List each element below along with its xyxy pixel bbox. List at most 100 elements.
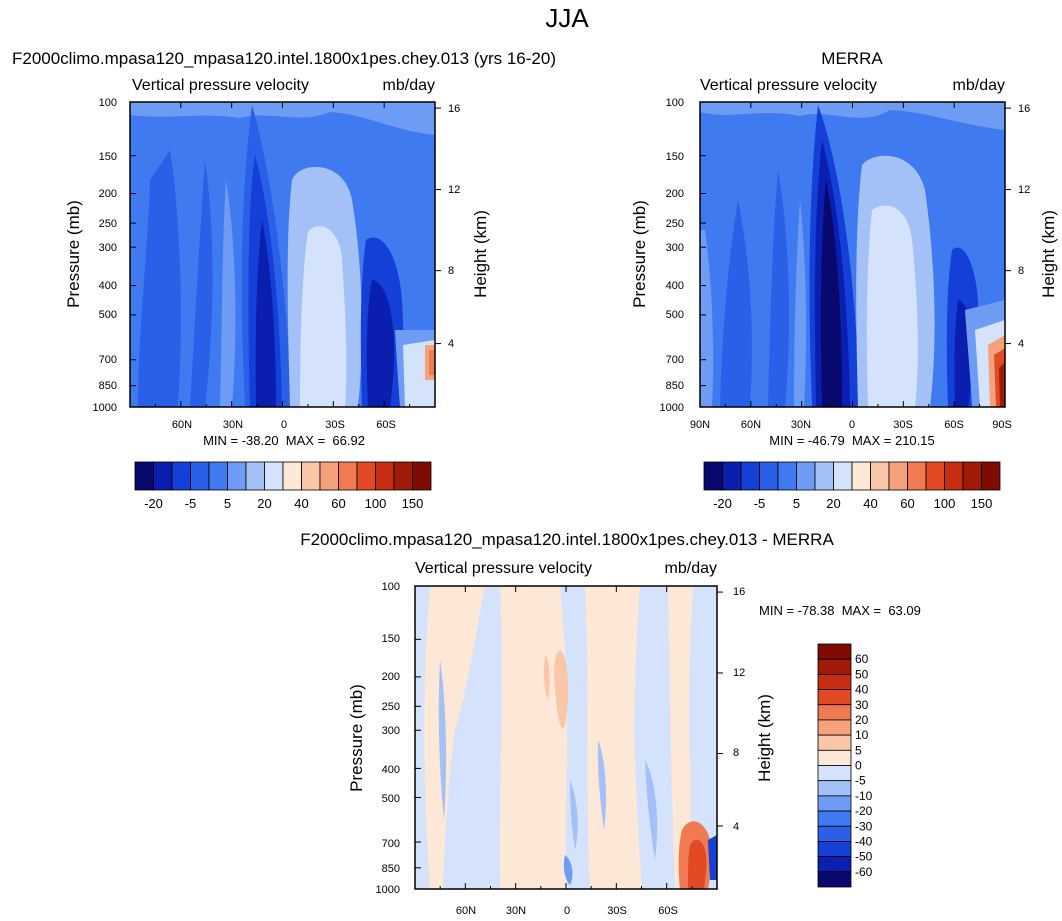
panel-obs-right-subtitle: mb/day [953,77,1005,94]
ptick-3-4: 300 [382,725,400,737]
colorbar-obs-swatch-0 [703,461,723,491]
ptick-2-5: 400 [666,280,684,292]
panel-model-left-subtitle: Vertical pressure velocity [132,77,309,94]
panel-diff-left-subtitle: Vertical pressure velocity [415,560,592,577]
panel-obs-ylabel-right: Height (km) [1039,210,1058,298]
panel-diff-title: F2000climo.mpasa120_mpasa120.intel.1800x… [300,530,834,549]
panel-model-title: F2000climo.mpasa120_mpasa120.intel.1800x… [12,49,556,68]
figure-title: JJA [545,3,589,33]
colorbar-diff-swatch-10 [817,795,852,812]
panel-diff-stats: MIN = -78.38 MAX = 63.09 [759,603,921,618]
colorbar-diff-swatch-11 [817,810,852,827]
colorbar-obs-swatch-5 [796,461,816,491]
panel-diff-ylabel: Pressure (mb) [347,684,366,792]
panel-model-ylabel-right: Height (km) [471,210,490,298]
panel-diff: F2000climo.mpasa120_mpasa120.intel.1800x… [300,530,921,917]
lattick-2-5: 60S [944,419,964,431]
colorbar-model-swatch-7 [264,461,284,491]
colorbar-model-label-1: -5 [185,496,197,511]
colorbar-model-label-2: 5 [224,496,231,511]
colorbar-obs-swatch-12 [925,461,945,491]
colorbar-model-swatch-4 [208,461,228,491]
colorbar-model-swatch-5 [227,461,247,491]
colorbar-model-swatch-1 [153,461,173,491]
colorbar-model-label-4: 40 [294,496,308,511]
htick-1-1: 12 [448,184,460,196]
colorbar-model-swatch-11 [338,461,358,491]
colorbar-obs-label-0: -20 [713,496,732,511]
panel-model-axis-ticks [129,101,441,408]
colorbar-diff-swatch-12 [817,825,852,842]
ptick-2-0: 100 [666,97,684,109]
colorbar-diff-label-4: 20 [855,713,869,727]
colorbar-obs-swatch-4 [777,461,797,491]
panel-diff-ylabel-right: Height (km) [755,694,774,782]
colorbar-obs-swatch-1 [722,461,742,491]
lattick-3-2: 0 [564,905,570,917]
htick-2-2: 8 [1018,265,1024,277]
colorbar-obs-swatch-7 [833,461,853,491]
colorbar-diff-swatch-4 [817,704,852,721]
panel-model-stats: MIN = -38.20 MAX = 66.92 [203,433,365,448]
htick-2-0: 16 [1018,103,1030,115]
ptick-1-9: 1000 [93,402,117,414]
colorbar-diff-swatch-7 [817,749,852,766]
colorbar-obs-swatch-15 [981,461,1001,491]
colorbar-diff-swatch-13 [817,841,852,858]
colorbar-diff-label-8: -5 [855,774,866,788]
colorbar-model-swatch-15 [412,461,432,491]
ptick-2-6: 500 [666,309,684,321]
colorbar-diff-label-14: -60 [855,865,873,879]
panel-model-right-subtitle: mb/day [383,77,435,94]
lattick-2-6: 90S [992,419,1012,431]
colorbar-model-swatch-13 [375,461,395,491]
colorbar-obs-swatch-13 [944,461,964,491]
colorbar-model: -20 -5 5 20 40 60 100 150 [134,461,432,511]
colorbar-model-label-6: 100 [365,496,387,511]
colorbar-diff-label-6: 5 [855,743,862,757]
colorbar-model-swatch-8 [282,461,302,491]
colorbar-obs-swatch-11 [907,461,927,491]
colorbar-diff-label-0: 60 [855,652,869,666]
colorbar-obs-label-6: 100 [934,496,956,511]
ptick-3-7: 700 [382,838,400,850]
panel-obs-title: MERRA [821,49,883,68]
lattick-2-3: 0 [849,419,855,431]
colorbar-diff-label-2: 40 [855,683,869,697]
ptick-3-9: 1000 [376,884,400,896]
ptick-1-4: 300 [99,242,117,254]
ptick-1-2: 200 [99,188,117,200]
ptick-3-5: 400 [382,764,400,776]
ptick-1-8: 850 [99,380,117,392]
ptick-1-0: 100 [99,97,117,109]
colorbar-model-label-5: 60 [331,496,345,511]
colorbar-model-swatch-12 [356,461,376,491]
ptick-2-8: 850 [666,380,684,392]
colorbar-obs-label-2: 5 [793,496,800,511]
ptick-2-4: 300 [666,242,684,254]
colorbar-model-swatch-14 [393,461,413,491]
colorbar-obs-swatch-14 [962,461,982,491]
colorbar-model-swatch-10 [319,461,339,491]
ptick-2-1: 150 [666,151,684,163]
htick-3-2: 8 [733,747,739,759]
htick-2-1: 12 [1018,184,1030,196]
colorbar-obs: -20 -5 5 20 40 60 100 150 [703,461,1001,511]
ptick-3-6: 500 [382,793,400,805]
panel-obs-ylabel: Pressure (mb) [630,200,649,308]
panel-obs: MERRA Vertical pressure velocity mb/day [630,49,1058,448]
panel-obs-axis-ticks [699,101,1011,408]
lattick-3-1: 30N [506,905,526,917]
colorbar-diff-label-11: -30 [855,819,873,833]
colorbar-diff-label-10: -20 [855,804,873,818]
htick-1-3: 4 [448,338,454,350]
colorbar-obs-swatch-8 [851,461,871,491]
panel-obs-contours [700,102,1005,407]
ptick-1-5: 400 [99,280,117,292]
lattick-3-0: 60N [456,905,476,917]
colorbar-diff-swatch-14 [817,856,852,873]
ptick-2-2: 200 [666,188,684,200]
colorbar-obs-label-3: 20 [826,496,840,511]
